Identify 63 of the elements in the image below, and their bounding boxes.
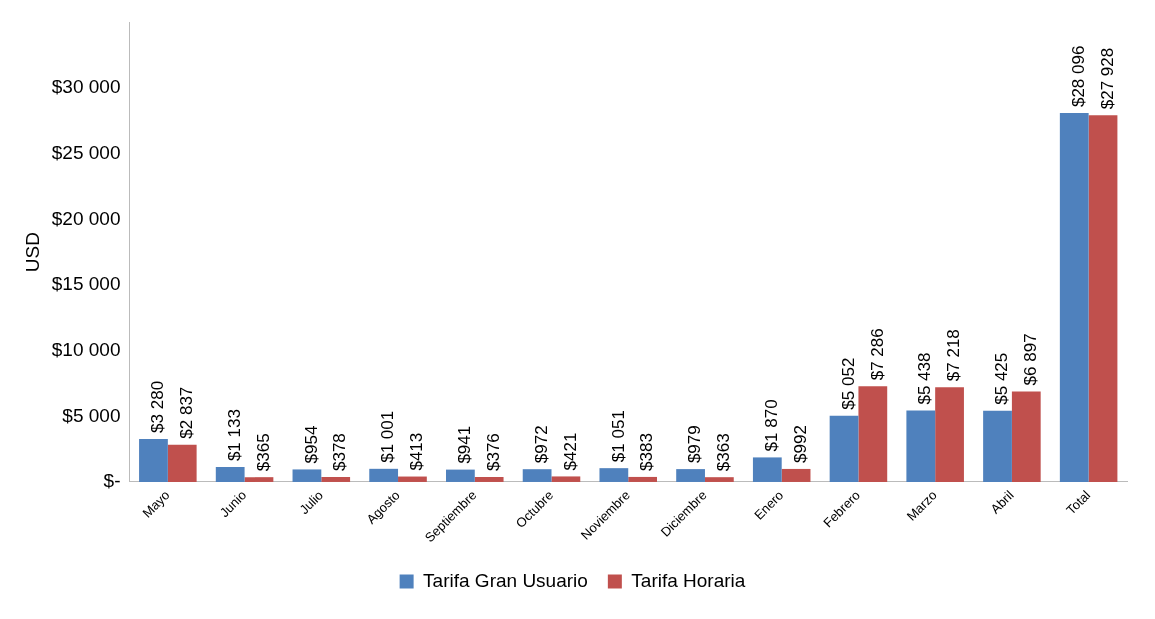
bar — [321, 477, 351, 482]
bar — [522, 469, 552, 482]
data-label: $992 — [790, 425, 810, 463]
data-label: $5 425 — [992, 352, 1012, 405]
bar — [752, 457, 782, 482]
y-tick-label: $25 000 — [51, 141, 121, 163]
y-tick-label: $30 000 — [51, 76, 121, 98]
data-label: $1 133 — [224, 409, 244, 462]
data-label: $413 — [407, 432, 427, 471]
bar — [369, 468, 399, 482]
y-tick-label: $10 000 — [51, 338, 121, 360]
data-label: $27 928 — [1097, 47, 1117, 110]
data-label: $363 — [714, 433, 734, 472]
bar — [215, 467, 245, 482]
data-label: $376 — [483, 433, 503, 472]
legend-label: Tarifa Gran Usuario — [423, 569, 588, 591]
data-label: $7 218 — [944, 329, 964, 382]
bar — [1059, 113, 1089, 482]
bar — [398, 476, 427, 482]
data-label: $941 — [455, 425, 475, 464]
bar — [704, 477, 734, 482]
data-label: $2 837 — [176, 386, 196, 439]
bar — [167, 444, 197, 482]
data-label: $6 897 — [1020, 333, 1040, 386]
data-label: $1 870 — [762, 399, 781, 452]
bar — [781, 468, 811, 482]
bar — [906, 410, 936, 482]
bar — [139, 438, 168, 482]
bar — [935, 387, 964, 482]
bar — [244, 477, 274, 482]
bar — [1088, 115, 1118, 482]
bar — [983, 410, 1012, 482]
y-axis-title: USD — [21, 232, 43, 273]
data-label: $28 096 — [1068, 45, 1088, 108]
data-label: $972 — [531, 425, 551, 464]
data-label: $5 438 — [915, 352, 935, 405]
data-label: $954 — [301, 425, 321, 464]
data-label: $3 280 — [148, 380, 168, 433]
bar — [599, 468, 629, 482]
data-label: $5 052 — [838, 357, 858, 410]
bar — [858, 386, 888, 482]
bar — [676, 469, 705, 482]
bar — [829, 415, 859, 482]
y-tick-label: $20 000 — [51, 207, 121, 229]
bar — [446, 469, 475, 482]
data-label: $365 — [253, 433, 273, 472]
x-tick-label: Julio — [296, 487, 326, 518]
bar — [551, 476, 581, 482]
bar — [628, 476, 658, 482]
bar — [292, 469, 322, 482]
data-label: $1 051 — [608, 410, 628, 463]
data-label: $7 286 — [867, 328, 887, 381]
bar — [474, 477, 504, 482]
data-label: $1 001 — [378, 410, 398, 463]
legend-label: Tarifa Horaria — [631, 569, 746, 591]
y-tick-label: $- — [103, 470, 121, 492]
data-label: $421 — [560, 432, 580, 471]
data-label: $383 — [637, 433, 657, 471]
y-tick-label: $15 000 — [51, 273, 121, 295]
y-tick-label: $5 000 — [62, 404, 121, 426]
data-label: $378 — [330, 433, 350, 471]
data-label: $979 — [685, 425, 705, 464]
bar — [1011, 391, 1041, 482]
